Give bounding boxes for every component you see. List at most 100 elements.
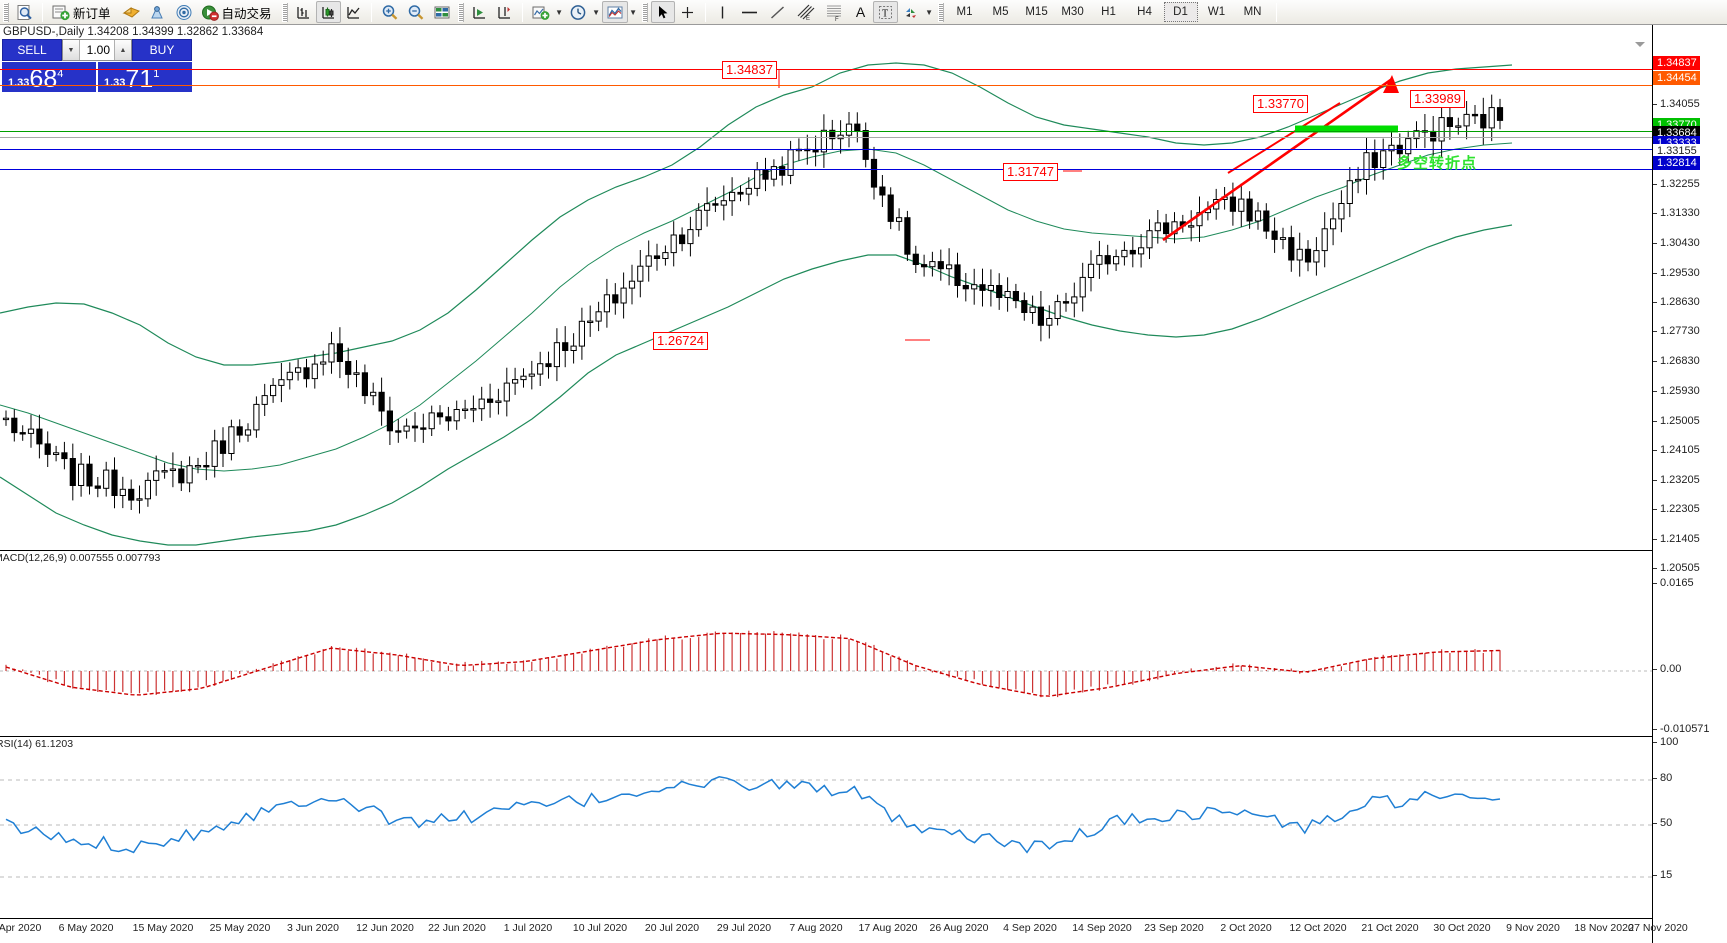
text-icon[interactable]: A <box>855 4 866 20</box>
sell-button[interactable]: SELL <box>2 39 62 61</box>
time-axis-label: Apr 2020 <box>0 922 42 934</box>
horizontal-line-icon[interactable] <box>735 1 764 23</box>
timeframe-h4[interactable]: H4 <box>1137 6 1152 18</box>
candlestick-chart-icon[interactable] <box>315 1 341 23</box>
scroll-indicator-icon <box>1635 42 1645 47</box>
price-tick: 1.25930 <box>1653 385 1700 397</box>
sell-price-tile[interactable]: 1.33 68 4 <box>2 62 96 92</box>
one-click-trading-panel[interactable]: SELL ▼ 1.00 ▲ BUY 1.33 68 4 1.33 71 1 <box>2 39 192 92</box>
time-axis-label: 27 Nov 2020 <box>1628 922 1688 934</box>
period-dropdown-arrow-icon[interactable]: ▼ <box>592 7 600 17</box>
signal-icon[interactable] <box>171 1 197 23</box>
buy-price-prefix: 1.33 <box>104 77 126 89</box>
line-chart-icon[interactable] <box>341 1 366 23</box>
buy-price-tile[interactable]: 1.33 71 1 <box>98 62 192 92</box>
price-axis-chip: 1.32814 <box>1653 156 1700 170</box>
timeframe-w1[interactable]: W1 <box>1207 6 1226 18</box>
arrows-dropdown-arrow-icon[interactable]: ▼ <box>925 7 933 17</box>
time-axis-label: 15 May 2020 <box>132 922 194 934</box>
price-tick: 1.27730 <box>1653 325 1700 337</box>
time-axis-label: 12 Jun 2020 <box>356 922 414 934</box>
price-axis-chip: 1.33155 <box>1653 144 1700 158</box>
trendline-icon[interactable] <box>764 1 791 23</box>
svg-text:E: E <box>806 16 810 21</box>
fibonacci-retracement-icon[interactable]: F <box>820 1 849 23</box>
sell-price-prefix: 1.33 <box>8 77 30 89</box>
rsi-pane[interactable]: RSI(14) 61.1203 <box>0 736 1652 918</box>
zoom-in-icon[interactable] <box>377 1 403 23</box>
toolbar-separator-5 <box>1275 2 1277 22</box>
templates-icon[interactable] <box>601 1 628 23</box>
rsi-label: RSI(14) 61.1203 <box>0 738 74 750</box>
cursor-arrow-icon[interactable] <box>650 1 675 23</box>
zoom-out-icon[interactable] <box>403 1 429 23</box>
indicators-dropdown-arrow-icon[interactable]: ▼ <box>555 7 563 17</box>
equidistant-channel-icon[interactable]: E <box>791 1 820 23</box>
auto-scroll-icon[interactable] <box>467 1 492 23</box>
new-order-button[interactable]: 新订单 <box>48 1 118 23</box>
templates-dropdown-arrow-icon[interactable]: ▼ <box>629 7 637 17</box>
toolbar-grip-3[interactable] <box>457 2 464 22</box>
indicator-list-icon[interactable] <box>145 1 171 23</box>
price-tick: 1.28630 <box>1653 296 1700 308</box>
timeframe-m1[interactable]: M1 <box>956 6 973 18</box>
timeframe-m5[interactable]: M5 <box>992 6 1009 18</box>
magnifier-doc-icon[interactable] <box>12 1 37 23</box>
volume-decrease-icon[interactable]: ▼ <box>63 40 80 60</box>
timeframe-d1[interactable]: D1 <box>1163 2 1198 22</box>
time-axis-label: 17 Aug 2020 <box>858 922 918 934</box>
volume-stepper[interactable]: ▼ 1.00 ▲ <box>62 39 132 61</box>
price-annotation-3: 1.33989 <box>1410 90 1465 108</box>
data-window-icon[interactable] <box>429 1 455 23</box>
indicators-add-icon[interactable] <box>528 1 554 23</box>
volume-increase-icon[interactable]: ▲ <box>114 40 131 60</box>
toolbar-grip-5[interactable] <box>937 2 944 22</box>
rsi-tick: 50 <box>1653 817 1672 829</box>
price-axis-chip: 1.34837 <box>1653 56 1700 70</box>
toolbar-grip-4[interactable] <box>641 2 648 22</box>
timeframe-group: M1 M5 M15 M30 H1 H4 D1 W1 MN <box>947 2 1271 22</box>
toolbar-separator-4 <box>704 2 706 22</box>
toolbar-grip-2[interactable] <box>281 2 288 22</box>
level-line-resistance-orange <box>0 85 1652 86</box>
time-axis-label: 4 Sep 2020 <box>1003 922 1057 934</box>
bollinger-middle <box>0 142 1513 472</box>
timeframe-m30[interactable]: M30 <box>1061 6 1084 18</box>
timeframe-h1[interactable]: H1 <box>1101 6 1116 18</box>
arrows-icon[interactable] <box>898 1 924 23</box>
time-axis-label: 20 Jul 2020 <box>644 922 700 934</box>
macd-pane[interactable]: MACD(12,26,9) 0.007555 0.007793 <box>0 550 1652 736</box>
vertical-line-icon[interactable] <box>711 1 735 23</box>
trend-arrow-up <box>1162 75 1399 242</box>
timeframe-mn[interactable]: MN <box>1243 6 1262 18</box>
time-axis-label: 2 Oct 2020 <box>1220 922 1272 934</box>
price-annotation-2: 1.33770 <box>1253 95 1308 113</box>
bar-chart-icon[interactable] <box>291 1 316 23</box>
rsi-tick: 80 <box>1653 772 1672 784</box>
toolbar-separator-1 <box>42 2 43 22</box>
time-axis-label: 7 Aug 2020 <box>789 922 843 934</box>
timeframe-m15[interactable]: M15 <box>1025 6 1048 18</box>
level-line-pivot-green <box>0 131 1652 132</box>
price-tick: 1.30430 <box>1653 237 1700 249</box>
time-axis-label: 1 Jul 2020 <box>503 922 553 934</box>
period-clock-icon[interactable] <box>565 1 591 23</box>
chart-window[interactable]: GBPUSD-,Daily 1.34208 1.34399 1.32862 1.… <box>0 25 1727 943</box>
price-axis[interactable]: 1.34055 1.32255 1.31330 1.30430 1.29530 1.286… <box>1652 25 1727 943</box>
chart-shift-icon[interactable] <box>492 1 517 23</box>
buy-button[interactable]: BUY <box>132 39 192 61</box>
time-axis[interactable]: Apr 2020 6 May 2020 15 May 2020 25 May 2020… <box>0 918 1688 943</box>
new-order-label: 新订单 <box>73 6 111 21</box>
expert-advisor-icon[interactable] <box>118 1 145 23</box>
main-toolbar: 新订单 <box>0 0 1727 25</box>
level-line-resistance-red <box>0 69 1652 70</box>
toolbar-grip-1[interactable] <box>3 2 9 22</box>
time-axis-label: 21 Oct 2020 <box>1361 922 1419 934</box>
macd-tick: 0.0165 <box>1653 577 1694 589</box>
time-axis-label: 9 Nov 2020 <box>1506 922 1560 934</box>
macd-histogram <box>5 630 1501 698</box>
volume-input[interactable]: 1.00 <box>86 43 110 57</box>
crosshair-icon[interactable] <box>675 1 700 23</box>
autotrading-button[interactable]: 自动交易 <box>197 1 279 23</box>
text-label-icon[interactable]: T <box>872 1 898 23</box>
